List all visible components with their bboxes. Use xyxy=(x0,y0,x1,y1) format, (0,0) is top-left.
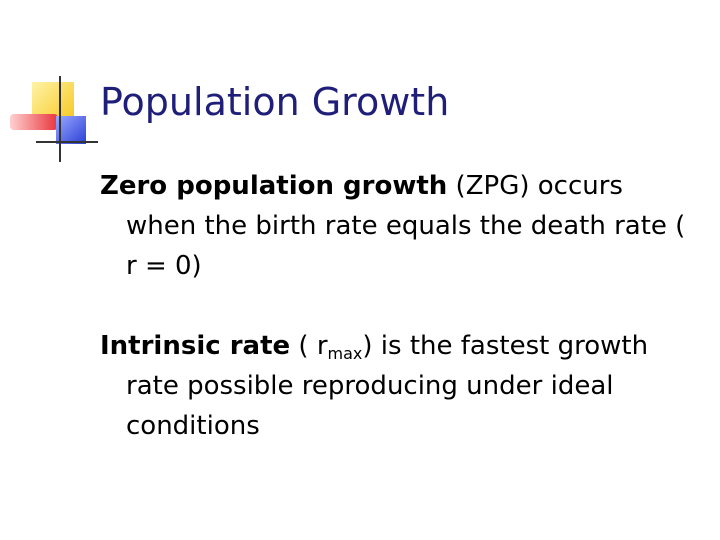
paragraph-intrinsic-text-after: ) is the fastest growth rate possible re… xyxy=(126,331,649,441)
slide-title: Population Growth xyxy=(100,80,450,124)
slide-body: Zero population growth (ZPG) occurs when… xyxy=(100,166,700,446)
term-intrinsic-rate: Intrinsic rate xyxy=(100,331,291,361)
paragraph-zpg-text: (ZPG) occurs when the birth rate equals … xyxy=(126,171,686,281)
paragraph-intrinsic-text-before: ( r xyxy=(290,331,328,361)
rmax-subscript: max xyxy=(327,344,363,363)
term-zpg: Zero population growth xyxy=(100,171,448,201)
paragraph-intrinsic-rate: Intrinsic rate ( rmax) is the fastest gr… xyxy=(100,326,700,446)
paragraph-zpg: Zero population growth (ZPG) occurs when… xyxy=(100,166,700,286)
slide-template-logo-icon xyxy=(10,76,98,162)
